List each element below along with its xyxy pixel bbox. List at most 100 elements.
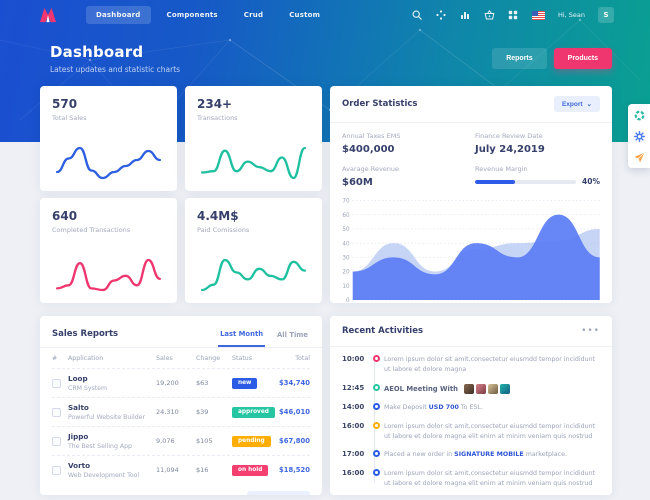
table-row: Salto Powerful Website Builder 24,310 $39… (52, 397, 310, 426)
order-statistics-panel: Order Statistics Export ⌄ Annual Taxes E… (330, 86, 612, 303)
activity-item: 17:00 Placed a new order in SIGNATURE MO… (342, 450, 567, 459)
activity-item: 16:00 Lorem ipsum dolor sit amit,consect… (342, 421, 596, 440)
activity-timeline: 10:00 Lorem ipsum dolor sit amit,consect… (330, 347, 612, 489)
user-greeting: Hi, Sean (557, 11, 585, 19)
floating-side-toolbar (628, 104, 650, 168)
chevron-down-icon: ⌄ (586, 101, 592, 108)
nav-item-crud[interactable]: Crud (243, 11, 264, 19)
sales-reports-tabs: Last Month All Time (218, 326, 310, 347)
basket-icon[interactable] (484, 10, 495, 21)
transactions-sparkline (197, 143, 310, 183)
stat-revenue-margin: Revenue Margin 40% (475, 165, 600, 186)
stat-label: Transactions (197, 114, 238, 122)
svg-text:70: 70 (342, 199, 350, 205)
sales-reports-table: # Application Sales Change Status Total … (40, 348, 322, 484)
svg-text:0: 0 (346, 298, 350, 303)
page-subtitle: Latest updates and statistic charts (50, 64, 181, 74)
paid-comissions-sparkline (197, 255, 310, 295)
row-checkbox[interactable] (52, 436, 61, 446)
stat-card-transactions: 234+ Transactions (185, 86, 322, 191)
stat-label: Total Sales (52, 114, 87, 122)
activity-item: 16:00 Lorem ipsum dolor sit amit,consect… (342, 469, 596, 487)
stat-label: Completed Transactions (52, 226, 131, 234)
activity-dot (372, 383, 380, 391)
svg-text:10: 10 (342, 284, 350, 290)
avatar[interactable] (463, 383, 474, 394)
bar-chart-icon[interactable] (460, 10, 471, 21)
products-button[interactable]: Products (553, 47, 612, 69)
status-badge: on hold (232, 464, 269, 476)
activity-item: 14:00 Make Deposit USD 700 To ESL. (342, 403, 484, 412)
export-button[interactable]: Export ⌄ (553, 96, 600, 112)
table-row: Jippo The Best Selling App 9,076 $105 pen… (52, 426, 310, 455)
search-icon[interactable] (412, 10, 423, 21)
stat-value: 234+ (197, 97, 233, 111)
hero-section: Dashboard Latest updates and statistic c… (0, 30, 650, 86)
svg-text:30: 30 (342, 256, 350, 262)
nav-item-custom[interactable]: Custom (289, 11, 321, 19)
status-badge: new (232, 377, 258, 389)
page-title: Dashboard (50, 42, 144, 61)
stat-average-revenue: Avarage Revenue $60M (342, 165, 400, 188)
stat-card-paid-comissions: 4.4M$ Paid Comissions (185, 198, 322, 303)
navbar-actions: Hi, Sean S (412, 7, 638, 23)
table-row: Loop CRM System 19,200 $63 new $34,740 (52, 368, 310, 397)
activity-dot (372, 450, 380, 458)
more-options-icon[interactable]: ••• (581, 326, 600, 336)
activity-item: 10:00 Lorem ipsum dolor sit amit,consect… (342, 355, 596, 373)
user-avatar[interactable]: S (598, 7, 614, 23)
table-header: # Application Sales Change Status Total (52, 355, 310, 362)
grid-icon[interactable] (508, 10, 519, 21)
row-checkbox[interactable] (52, 465, 61, 475)
completed-transactions-sparkline (52, 255, 165, 295)
avatar[interactable] (487, 383, 498, 394)
main-content: 570 Total Sales 234+ Transactions 640 Co… (40, 86, 612, 495)
stat-label: Paid Comissions (197, 226, 250, 234)
nav-item-components[interactable]: Components (166, 11, 218, 19)
stat-value: 640 (52, 209, 78, 223)
row-checkbox[interactable] (52, 378, 61, 388)
brand-logo[interactable] (38, 5, 58, 25)
theme-icon[interactable] (632, 108, 646, 122)
tab-last-month[interactable]: Last Month (218, 326, 266, 347)
stat-cards-grid: 570 Total Sales 234+ Transactions 640 Co… (40, 86, 322, 303)
total-sales-sparkline (52, 143, 165, 183)
status-badge: pending (232, 435, 271, 447)
panel-title: Sales Reports (52, 329, 119, 339)
nav-menu: Dashboard Components Crud Custom (86, 6, 330, 24)
logo-icon (40, 7, 56, 23)
activity-dot (372, 403, 380, 411)
avatar[interactable] (475, 383, 486, 394)
reports-button[interactable]: Reports (492, 47, 547, 69)
row-checkbox[interactable] (52, 407, 61, 417)
activity-dot (372, 421, 380, 429)
nav-item-dashboard[interactable]: Dashboard (86, 6, 151, 24)
stat-finance-review-date: Finance Review Date July 24,2019 (475, 132, 545, 155)
stat-value: 570 (52, 97, 78, 111)
import-report-button[interactable]: Import Report (247, 491, 310, 495)
panel-title: Order Statistics (342, 99, 418, 109)
stat-card-total-sales: 570 Total Sales (40, 86, 177, 191)
activity-item: 12:45 AEOL Meeting With (342, 383, 600, 395)
table-row: Vorto Web Development Tool 11,094 $16 on … (52, 455, 310, 484)
stat-card-completed-transactions: 640 Completed Transactions (40, 198, 177, 303)
top-navbar: Dashboard Components Crud Custom Hi, Sea… (0, 0, 650, 30)
svg-text:50: 50 (342, 227, 350, 233)
stat-annual-taxes: Annual Taxes EMS $400,000 (342, 132, 401, 155)
order-statistics-chart: 0102030405060701 Jan2 Jan3 Jan4 Jan5 Jan… (330, 192, 612, 303)
tab-all-time[interactable]: All Time (277, 331, 308, 339)
send-icon[interactable] (632, 150, 646, 164)
status-badge: approved (232, 406, 275, 418)
avatar[interactable] (499, 383, 510, 394)
us-flag-icon[interactable] (531, 10, 545, 20)
settings-gear-icon[interactable] (632, 129, 646, 143)
activity-dot (372, 469, 380, 477)
sales-reports-panel: Sales Reports Last Month All Time # Appl… (40, 316, 322, 495)
recent-activities-panel: Recent Activities ••• 10:00 Lorem ipsum … (330, 316, 612, 495)
svg-text:60: 60 (342, 213, 350, 219)
panel-title: Recent Activities (342, 326, 424, 336)
stat-value: 4.4M$ (197, 209, 239, 223)
meeting-avatars (463, 383, 510, 394)
svg-text:40: 40 (342, 241, 350, 247)
apps-dots-icon[interactable] (436, 10, 447, 21)
